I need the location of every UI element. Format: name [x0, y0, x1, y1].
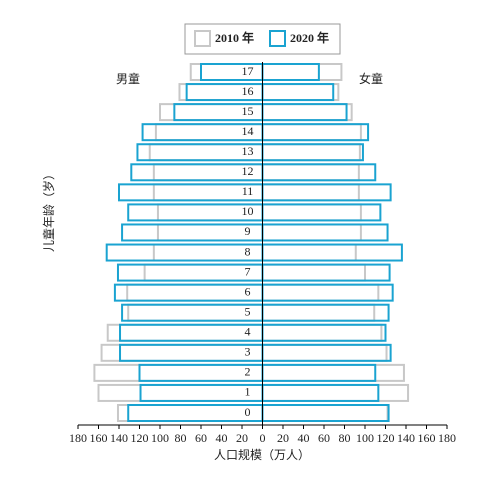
bar-female: [261, 363, 377, 382]
bar-female: [261, 123, 370, 142]
bar-female: [261, 163, 360, 182]
age-label: 6: [245, 284, 251, 298]
x-tick-label: 40: [298, 431, 310, 445]
bar-female: [261, 404, 389, 422]
x-tick-label: 100: [356, 431, 374, 445]
age-label-bg: [234, 206, 261, 219]
x-tick-label: 0: [260, 431, 266, 445]
bar-female: [261, 323, 387, 342]
x-tick-label: 120: [377, 431, 395, 445]
age-label: 11: [242, 184, 254, 198]
bar-female: [261, 183, 360, 202]
age-label: 14: [242, 124, 254, 138]
x-tick-label: 120: [131, 431, 149, 445]
x-tick-label: 80: [339, 431, 351, 445]
bar-female: [261, 143, 364, 162]
x-tick-label: 60: [195, 431, 207, 445]
bar-female: [261, 383, 410, 402]
bar-female: [261, 283, 380, 302]
age-label-bg: [234, 146, 261, 159]
age-label: 7: [245, 264, 251, 278]
x-tick-label: 40: [216, 431, 228, 445]
x-tick-label: 20: [236, 431, 248, 445]
age-label-bg: [234, 186, 261, 199]
age-label: 10: [242, 204, 254, 218]
age-label: 8: [245, 244, 251, 258]
bar-female: [261, 343, 388, 362]
legend-swatch: [269, 30, 286, 47]
bar-female: [261, 263, 391, 282]
age-label-bg: [234, 226, 261, 239]
age-label-bg: [234, 326, 261, 339]
age-label-bg: [234, 286, 261, 299]
age-label-bg: [234, 407, 261, 419]
age-label-bg: [234, 86, 261, 99]
x-tick-label: 160: [90, 431, 108, 445]
x-tick-label: 180: [69, 431, 87, 445]
age-label: 17: [242, 64, 254, 78]
bar-female: [261, 263, 366, 282]
age-label: 9: [245, 224, 251, 238]
bar-female: [261, 83, 340, 102]
age-label: 3: [245, 345, 251, 359]
bar-female: [261, 203, 362, 222]
x-tick-label: 80: [175, 431, 187, 445]
age-label: 2: [245, 365, 251, 379]
legend-label: 2020 年: [290, 30, 329, 45]
bar-female: [261, 183, 392, 202]
y-axis-label: 儿童年龄（岁）: [41, 168, 56, 252]
x-tick-label: 140: [110, 431, 128, 445]
age-label-bg: [234, 66, 261, 78]
x-tick-label: 20: [277, 431, 289, 445]
age-label: 1: [245, 385, 251, 399]
x-axis-label: 人口规模（万人）: [214, 447, 310, 462]
bar-female: [261, 83, 335, 102]
bar-female: [261, 223, 389, 242]
bar-female: [261, 203, 382, 222]
age-label: 4: [245, 325, 251, 339]
age-label-bg: [234, 366, 261, 379]
bar-female: [261, 383, 380, 402]
bar-female: [261, 243, 403, 262]
bar-female: [261, 103, 348, 122]
left-label: 男童: [116, 71, 140, 86]
bar-female: [261, 63, 320, 81]
bar-female: [261, 63, 343, 81]
age-label-bg: [234, 246, 261, 259]
x-tick-label: 140: [397, 431, 415, 445]
bar-female: [261, 123, 362, 142]
bar-female: [261, 303, 376, 322]
bar-female: [261, 283, 394, 302]
age-label-bg: [234, 126, 261, 139]
bar-female: [261, 343, 392, 362]
age-label: 12: [242, 164, 254, 178]
age-label: 5: [245, 304, 251, 318]
age-label-bg: [234, 346, 261, 359]
bar-female: [261, 103, 353, 122]
bar-female: [261, 143, 361, 162]
age-label: 0: [245, 405, 251, 419]
age-label-bg: [234, 386, 261, 399]
legend-swatch: [194, 30, 211, 47]
bar-female: [261, 243, 357, 262]
age-label-bg: [234, 306, 261, 319]
x-tick-label: 100: [151, 431, 169, 445]
bar-female: [261, 404, 390, 422]
bar-female: [261, 223, 362, 242]
legend-label: 2010 年: [215, 30, 254, 45]
bar-female: [261, 303, 390, 322]
x-tick-label: 60: [318, 431, 330, 445]
x-tick-label: 180: [438, 431, 456, 445]
bar-female: [261, 323, 383, 342]
age-label: 15: [242, 104, 254, 118]
bar-female: [261, 363, 405, 382]
age-label-bg: [234, 106, 261, 119]
age-label-bg: [234, 166, 261, 179]
age-label: 13: [242, 144, 254, 158]
right-label: 女童: [359, 71, 383, 86]
x-tick-label: 160: [418, 431, 436, 445]
age-label: 16: [242, 84, 254, 98]
age-label-bg: [234, 266, 261, 279]
